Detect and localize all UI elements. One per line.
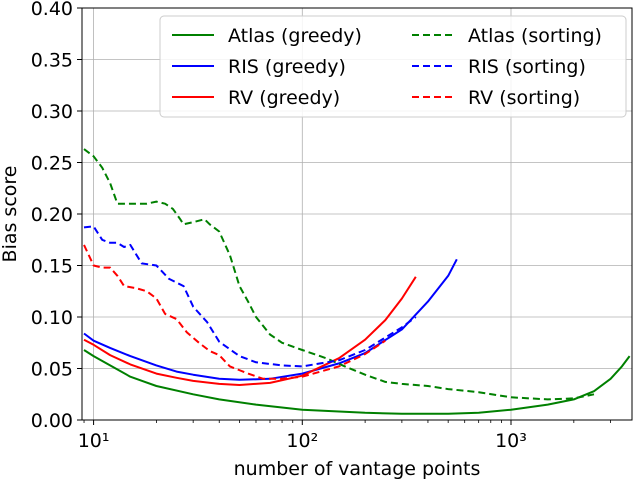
legend-entry-label: RIS (greedy) bbox=[228, 56, 346, 78]
x-tick-label: 10² bbox=[286, 430, 318, 452]
axis-ticks: 10¹ 10² 10³ 0.00 0.05 0.10 0.15 0.20 0.25 0.30 0.3… bbox=[31, 0, 611, 452]
legend-entry-label: Atlas (greedy) bbox=[228, 25, 362, 47]
series-line-ris-greedy bbox=[83, 258, 458, 381]
y-tick-label: 0.40 bbox=[31, 0, 73, 20]
y-tick-label: 0.30 bbox=[31, 101, 73, 123]
y-tick-label: 0.20 bbox=[31, 204, 73, 226]
series-lines bbox=[83, 148, 631, 415]
legend-entry-label: RV (greedy) bbox=[228, 87, 340, 109]
y-tick-label: 0.00 bbox=[31, 410, 73, 432]
y-tick-label: 0.15 bbox=[31, 256, 73, 278]
x-axis-label: number of vantage points bbox=[234, 458, 481, 480]
x-tick-label: 10¹ bbox=[78, 430, 110, 452]
legend-box bbox=[159, 15, 627, 118]
y-tick-label: 0.10 bbox=[31, 307, 73, 329]
legend-entry-label: Atlas (sorting) bbox=[468, 25, 602, 47]
legend-entry-label: RV (sorting) bbox=[468, 87, 580, 109]
y-tick-label: 0.25 bbox=[31, 153, 73, 175]
series-line-ris-sorting bbox=[83, 225, 417, 368]
y-tick-label: 0.05 bbox=[31, 359, 73, 381]
legend: Atlas (greedy) RIS (greedy) RV (greedy) Atl… bbox=[159, 15, 627, 118]
y-axis-label: Bias score bbox=[0, 166, 21, 263]
y-tick-label: 0.35 bbox=[31, 50, 73, 72]
series-line-rv-greedy bbox=[83, 276, 417, 386]
series-line-rv-sorting bbox=[83, 244, 386, 380]
series-line-atlas-sorting bbox=[83, 148, 595, 401]
legend-entry-label: RIS (sorting) bbox=[468, 56, 586, 78]
x-tick-label: 10³ bbox=[495, 430, 527, 452]
series-line-atlas-greedy bbox=[83, 349, 631, 415]
